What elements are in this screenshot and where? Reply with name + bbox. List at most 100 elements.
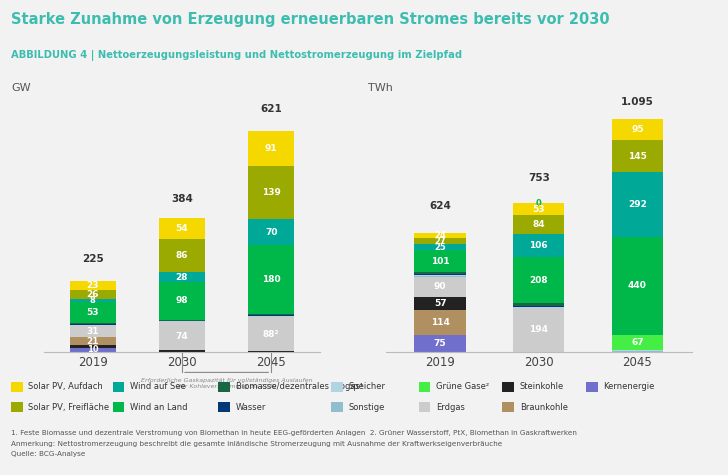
Text: 88²: 88² <box>263 330 280 339</box>
Text: Braunkohle: Braunkohle <box>520 403 568 412</box>
Text: 28: 28 <box>175 273 189 282</box>
Bar <box>513 257 564 304</box>
Text: Speicher: Speicher <box>349 382 386 391</box>
Bar <box>612 350 663 351</box>
Bar <box>513 203 564 215</box>
Bar <box>159 282 205 320</box>
Text: Wind an Land: Wind an Land <box>130 403 188 412</box>
Bar <box>70 325 116 337</box>
Bar <box>612 172 663 237</box>
Text: Anmerkung: Nettostromerzeugung beschreibt die gesamte inländische Stromerzeugung: Anmerkung: Nettostromerzeugung beschreib… <box>11 441 502 447</box>
Bar <box>414 238 466 245</box>
Bar <box>70 299 116 303</box>
Bar <box>70 323 116 324</box>
Bar <box>414 275 466 276</box>
Bar <box>159 218 205 239</box>
Text: Kernenergie: Kernenergie <box>604 382 655 391</box>
Bar <box>70 337 116 345</box>
Text: 84: 84 <box>532 220 545 229</box>
Text: 53: 53 <box>87 308 99 317</box>
Text: 194: 194 <box>529 325 548 334</box>
Bar <box>159 272 205 282</box>
Text: 10: 10 <box>87 345 98 354</box>
Bar <box>248 246 294 314</box>
Text: 70: 70 <box>265 228 277 237</box>
Bar <box>414 277 466 297</box>
Text: GW: GW <box>11 83 31 93</box>
Text: 74: 74 <box>175 332 189 341</box>
Text: 57: 57 <box>434 299 446 308</box>
Bar <box>414 272 466 274</box>
Text: Grüne Gase²: Grüne Gase² <box>436 382 489 391</box>
Bar <box>248 316 294 317</box>
Bar <box>513 306 564 308</box>
Bar <box>70 345 116 348</box>
Text: 0: 0 <box>536 199 542 208</box>
Text: Starke Zunahme von Erzeugung erneuerbaren Stromes bereits vor 2030: Starke Zunahme von Erzeugung erneuerbare… <box>11 12 609 27</box>
Bar <box>159 322 205 351</box>
Text: Solar PV, Aufdach: Solar PV, Aufdach <box>28 382 103 391</box>
Text: ABBILDUNG 4 | Nettoerzeugungsleistung und Nettostromerzeugung im Zielpfad: ABBILDUNG 4 | Nettoerzeugungsleistung un… <box>11 50 462 61</box>
Text: 53: 53 <box>532 205 545 214</box>
Bar <box>414 250 466 272</box>
Text: 1. Feste Biomasse und dezentrale Verstromung von Biomethan in heute EEG-geförder: 1. Feste Biomasse und dezentrale Verstro… <box>11 430 577 436</box>
Bar <box>513 305 564 306</box>
Bar <box>248 132 294 166</box>
Text: 1.095: 1.095 <box>621 97 654 107</box>
Bar <box>513 215 564 234</box>
Bar <box>414 233 466 238</box>
Text: 225: 225 <box>82 254 103 264</box>
Text: 139: 139 <box>262 188 281 197</box>
Text: 8: 8 <box>90 296 95 305</box>
Bar <box>414 335 466 352</box>
Text: 91: 91 <box>265 144 277 153</box>
Text: 624: 624 <box>429 201 451 211</box>
Bar <box>70 290 116 299</box>
Text: 54: 54 <box>175 224 189 233</box>
Bar <box>513 234 564 257</box>
Bar <box>612 237 663 335</box>
Text: 440: 440 <box>628 281 646 290</box>
Bar <box>612 335 663 350</box>
Text: 180: 180 <box>262 275 280 284</box>
Text: 75: 75 <box>434 339 446 348</box>
Text: 114: 114 <box>431 318 449 327</box>
Text: 31: 31 <box>87 327 99 336</box>
Text: 67: 67 <box>631 338 644 347</box>
Text: Biomasse/dezentrales Biogas¹: Biomasse/dezentrales Biogas¹ <box>236 382 363 391</box>
Text: Quelle: BCG-Analyse: Quelle: BCG-Analyse <box>11 451 85 457</box>
Text: 208: 208 <box>529 276 548 285</box>
Text: 23: 23 <box>87 281 99 290</box>
Text: Erforderliche Gaskapazität für vollständiges Auslaufen
der Kohleverstromung bis : Erforderliche Gaskapazität für vollständ… <box>141 378 312 389</box>
Text: 25: 25 <box>434 243 446 252</box>
Bar <box>248 166 294 219</box>
Bar <box>414 274 466 275</box>
Bar <box>513 308 564 352</box>
Text: 90: 90 <box>434 283 446 292</box>
Text: 384: 384 <box>171 194 193 204</box>
Bar <box>414 245 466 250</box>
Text: Sonstige: Sonstige <box>349 403 385 412</box>
Bar <box>248 351 294 352</box>
Bar <box>248 317 294 351</box>
Text: 621: 621 <box>261 104 282 114</box>
Bar <box>248 315 294 316</box>
Text: 24: 24 <box>434 231 446 240</box>
Bar <box>159 351 205 352</box>
Bar <box>612 140 663 172</box>
Text: 27: 27 <box>435 237 446 246</box>
Bar <box>414 310 466 335</box>
Text: 98: 98 <box>175 296 189 305</box>
Bar <box>612 119 663 140</box>
Text: 95: 95 <box>631 125 644 134</box>
Text: Solar PV, Freifläche: Solar PV, Freifläche <box>28 403 109 412</box>
Text: Wind auf See: Wind auf See <box>130 382 186 391</box>
Text: 753: 753 <box>528 173 550 183</box>
Text: 21: 21 <box>87 337 99 345</box>
Text: 101: 101 <box>431 256 449 266</box>
Text: 86: 86 <box>175 251 189 260</box>
Bar <box>612 351 663 352</box>
Text: 145: 145 <box>628 152 646 161</box>
Bar <box>248 314 294 315</box>
Bar <box>414 276 466 277</box>
